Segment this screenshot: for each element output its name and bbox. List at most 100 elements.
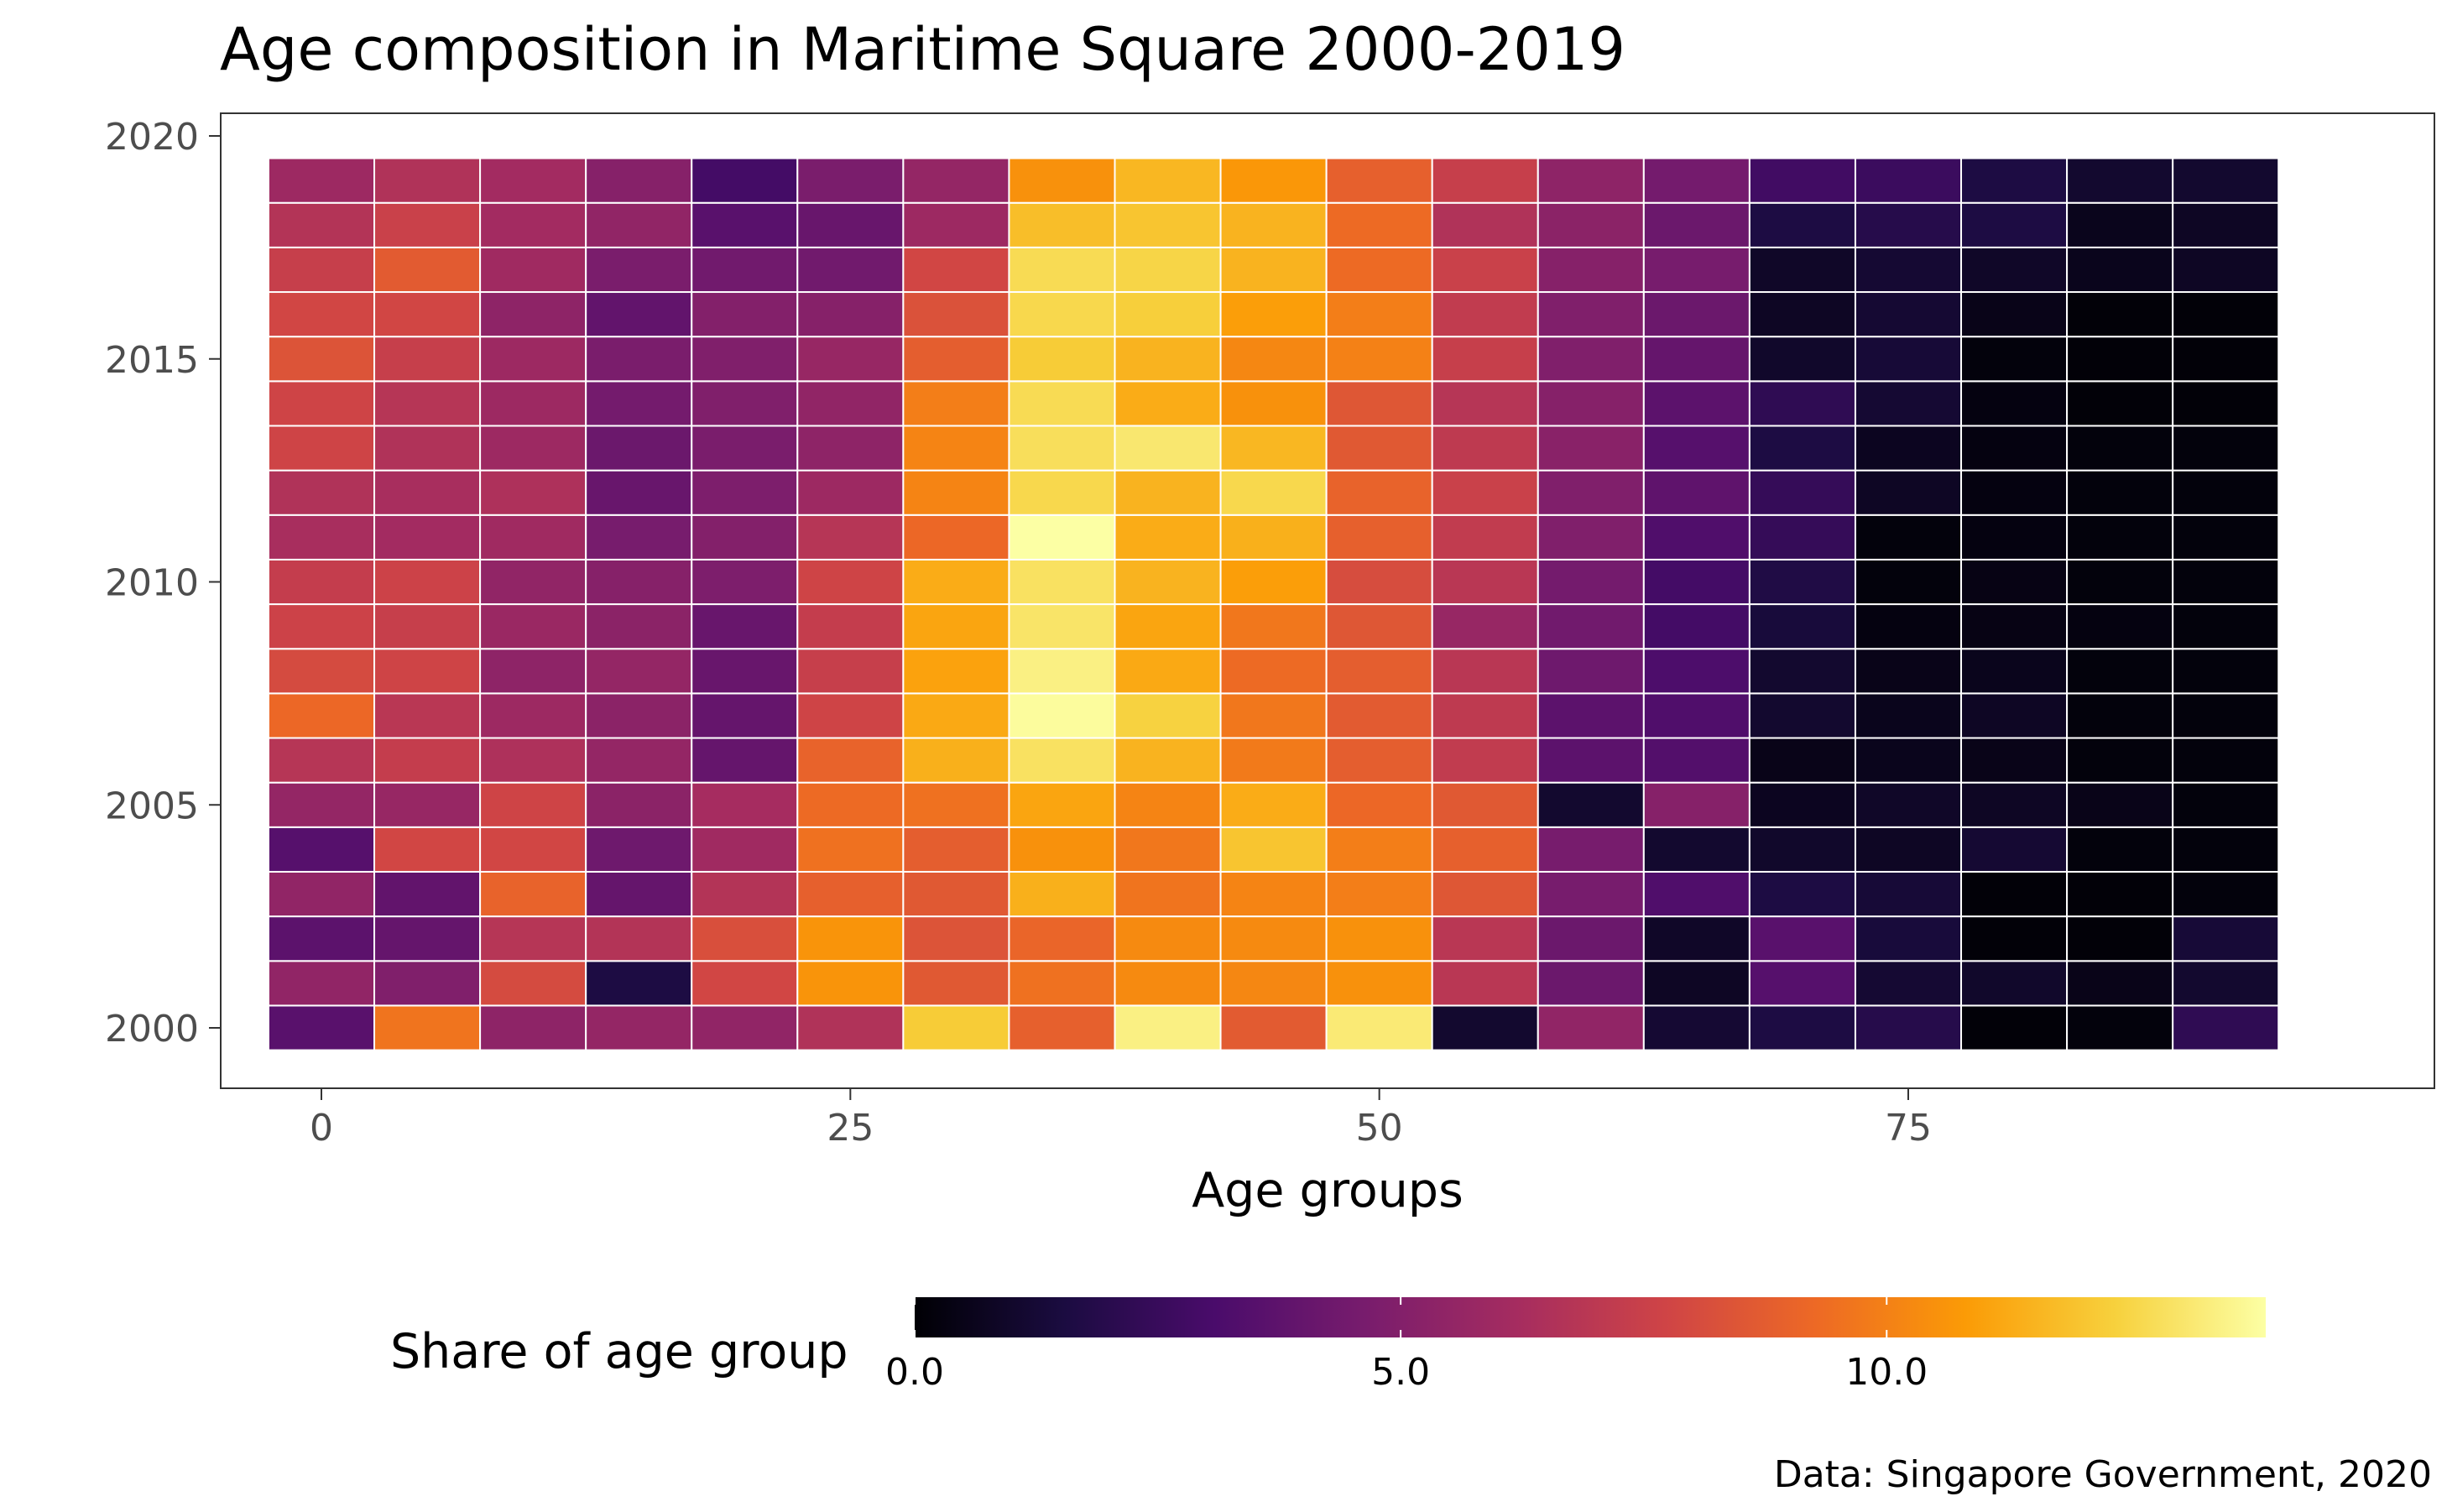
heatmap-cell — [479, 737, 587, 784]
heatmap-cell — [1854, 291, 1963, 338]
heatmap-cells — [267, 157, 2280, 1051]
heatmap-cell — [1219, 603, 1328, 650]
heatmap-cell — [267, 514, 376, 560]
heatmap-cell — [373, 781, 482, 828]
heatmap-cell — [691, 826, 799, 873]
heatmap-cell — [1431, 826, 1539, 873]
heatmap-cell — [1748, 648, 1856, 695]
heatmap-cell — [1642, 380, 1750, 427]
heatmap-cell — [2172, 336, 2280, 383]
heatmap-cell — [479, 870, 587, 918]
heatmap-cell — [585, 201, 693, 248]
heatmap-cell — [585, 915, 693, 962]
heatmap-cell — [1325, 469, 1433, 516]
heatmap-cell — [1008, 737, 1116, 784]
heatmap-cell — [796, 1004, 905, 1051]
heatmap-cell — [902, 558, 1010, 606]
heatmap-cell — [1537, 336, 1645, 383]
heatmap-cell — [1431, 157, 1539, 204]
heatmap-cell — [691, 201, 799, 248]
heatmap-cell — [1854, 960, 1963, 1007]
heatmap-cell — [585, 558, 693, 606]
heatmap-cell — [796, 558, 905, 606]
heatmap-cell — [1114, 781, 1222, 828]
heatmap-cell — [796, 291, 905, 338]
heatmap-cell — [691, 157, 799, 204]
heatmap-cell — [1854, 692, 1963, 739]
heatmap-cell — [2066, 781, 2174, 828]
heatmap-cell — [796, 603, 905, 650]
heatmap-cell — [1219, 558, 1328, 606]
heatmap-cell — [479, 558, 587, 606]
heatmap-cell — [2172, 826, 2280, 873]
heatmap-cell — [1431, 558, 1539, 606]
heatmap-cell — [1748, 603, 1856, 650]
heatmap-cell — [1219, 960, 1328, 1007]
heatmap-cell — [1642, 469, 1750, 516]
heatmap-cell — [479, 960, 587, 1007]
heatmap-cell — [1431, 336, 1539, 383]
heatmap-cell — [1325, 157, 1433, 204]
heatmap-cell — [691, 648, 799, 695]
heatmap-cell — [1114, 960, 1222, 1007]
heatmap-cell — [1114, 380, 1222, 427]
heatmap-cell — [267, 648, 376, 695]
axes: 0 25 50 75 2000 2005 2010 2015 2020 — [105, 116, 1932, 1150]
heatmap-cell — [691, 915, 799, 962]
heatmap-cell — [1960, 603, 2069, 650]
heatmap-cell — [1537, 737, 1645, 784]
y-tick-label: 2010 — [105, 562, 199, 605]
heatmap-cell — [2066, 915, 2174, 962]
heatmap-cell — [479, 781, 587, 828]
heatmap-cell — [479, 514, 587, 560]
heatmap-cell — [1748, 870, 1856, 918]
heatmap-cell — [1642, 201, 1750, 248]
heatmap-cell — [1431, 692, 1539, 739]
heatmap-cell — [691, 246, 799, 294]
heatmap-cell — [1325, 558, 1433, 606]
heatmap-cell — [2172, 558, 2280, 606]
heatmap-cell — [2066, 425, 2174, 472]
heatmap-cell — [1219, 826, 1328, 873]
heatmap-cell — [1960, 737, 2069, 784]
heatmap-cell — [1854, 826, 1963, 873]
heatmap-cell — [796, 781, 905, 828]
heatmap-cell — [796, 201, 905, 248]
heatmap-cell — [267, 737, 376, 784]
heatmap-cell — [1114, 692, 1222, 739]
legend-tick-label: 10.0 — [1845, 1351, 1928, 1394]
heatmap-cell — [1431, 291, 1539, 338]
heatmap-cell — [691, 514, 799, 560]
heatmap-cell — [1854, 469, 1963, 516]
heatmap-cell — [1642, 870, 1750, 918]
heatmap-cell — [1325, 425, 1433, 472]
heatmap-cell — [267, 246, 376, 294]
chart-title: Age composition in Maritime Square 2000-… — [220, 15, 1625, 84]
heatmap-cell — [267, 826, 376, 873]
heatmap-cell — [796, 336, 905, 383]
heatmap-cell — [691, 870, 799, 918]
legend-tick-label: 5.0 — [1371, 1351, 1430, 1394]
heatmap-cell — [1325, 826, 1433, 873]
heatmap-cell — [902, 246, 1010, 294]
heatmap-cell — [1008, 603, 1116, 650]
heatmap-cell — [902, 469, 1010, 516]
heatmap-cell — [1431, 469, 1539, 516]
heatmap-cell — [1114, 336, 1222, 383]
heatmap-cell — [902, 157, 1010, 204]
heatmap-cell — [479, 469, 587, 516]
heatmap-cell — [1219, 157, 1328, 204]
heatmap-cell — [1325, 781, 1433, 828]
heatmap-cell — [1854, 336, 1963, 383]
heatmap-cell — [796, 692, 905, 739]
heatmap-cell — [1325, 201, 1433, 248]
heatmap-cell — [373, 915, 482, 962]
heatmap-cell — [1748, 336, 1856, 383]
heatmap-cell — [373, 558, 482, 606]
heatmap-cell — [1854, 558, 1963, 606]
heatmap-cell — [1537, 425, 1645, 472]
x-tick-label: 75 — [1885, 1107, 1932, 1150]
heatmap-cell — [1748, 380, 1856, 427]
heatmap-cell — [1325, 246, 1433, 294]
heatmap-cell — [2066, 469, 2174, 516]
